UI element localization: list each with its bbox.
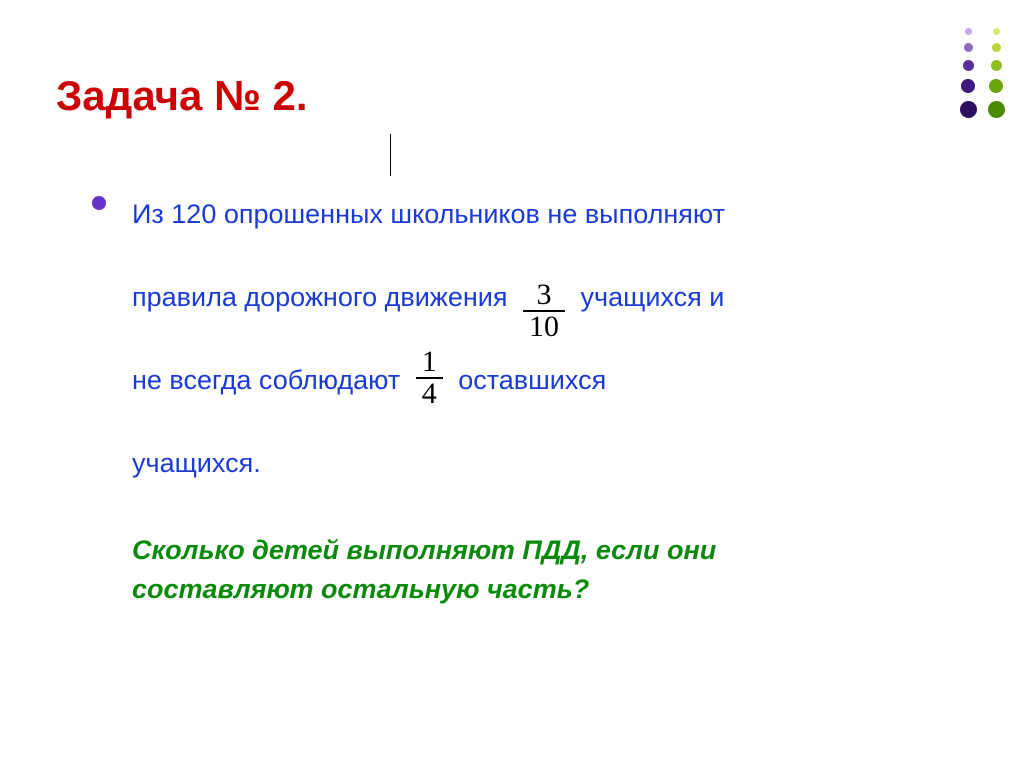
decor-dot — [991, 60, 1002, 71]
decor-dot — [963, 60, 974, 71]
decor-dot — [965, 28, 972, 35]
decor-dot — [993, 28, 1000, 35]
decor-dot — [961, 79, 975, 93]
body-line-3: не всегда соблюдают 1 4 оставшихся — [132, 348, 912, 413]
text: учащихся и — [581, 282, 725, 312]
slide: Задача № 2. Из 120 опрошенных школьников… — [0, 0, 1024, 768]
text: Сколько детей выполняют ПДД, если они — [132, 535, 716, 565]
denominator: 10 — [523, 312, 565, 342]
text: составляют остальную часть? — [132, 574, 589, 604]
text: Из 120 опрошенных школьников не выполняю… — [132, 199, 725, 229]
fraction-1-4: 1 4 — [416, 347, 443, 409]
text-cursor — [390, 134, 391, 176]
decor-dot — [988, 101, 1005, 118]
slide-title: Задача № 2. — [56, 72, 308, 120]
body-line-2: правила дорожного движения 3 10 учащихся… — [132, 265, 912, 330]
text: правила дорожного движения — [132, 282, 507, 312]
text: учащихся. — [132, 448, 261, 478]
decor-dot — [989, 79, 1003, 93]
text: не всегда соблюдают — [132, 365, 400, 395]
problem-text: Из 120 опрошенных школьников не выполняю… — [132, 182, 912, 610]
decor-dot — [960, 101, 977, 118]
question-text: Сколько детей выполняют ПДД, если они со… — [132, 531, 912, 609]
decor-dot — [964, 43, 973, 52]
decor-dot — [992, 43, 1001, 52]
numerator: 1 — [416, 347, 443, 379]
denominator: 4 — [416, 379, 443, 409]
numerator: 3 — [523, 280, 565, 312]
body-line-4: учащихся. — [132, 431, 912, 496]
fraction-3-10: 3 10 — [523, 280, 565, 342]
text: оставшихся — [458, 365, 606, 395]
bullet-icon — [92, 196, 106, 210]
body-line-1: Из 120 опрошенных школьников не выполняю… — [132, 182, 912, 247]
